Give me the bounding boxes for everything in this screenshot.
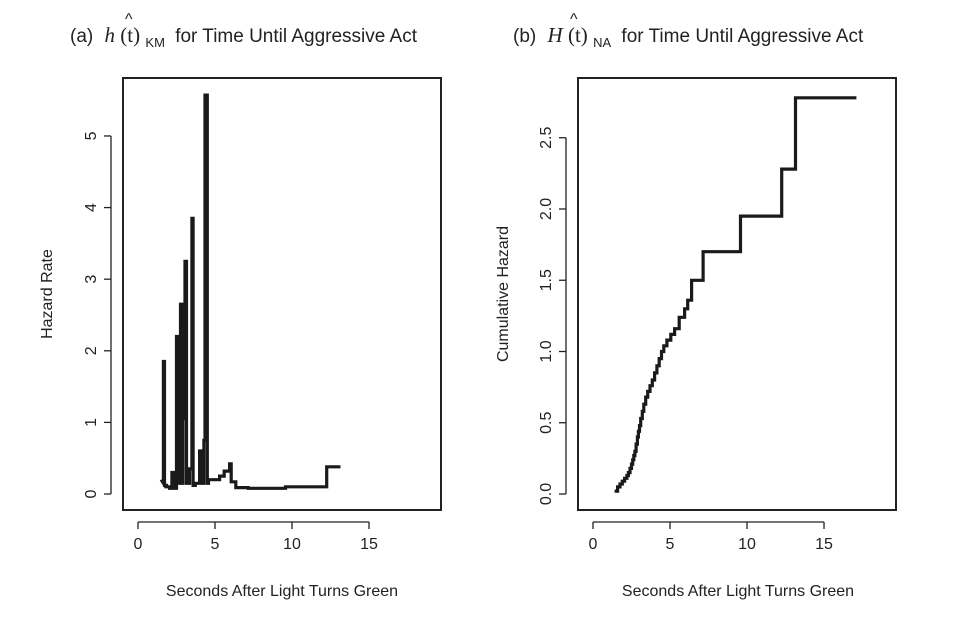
x-tick-label: 0 [134,536,143,553]
panel-b-y-axis-title: Cumulative Hazard [495,226,512,362]
panel-b-title-hat: ^ [570,11,578,28]
x-tick-label: 15 [815,536,833,553]
panel-a: (a) h (t) KM for Time Until Aggressive A… [39,11,442,600]
panel-a-title-argument: (t) [120,23,140,47]
panel-a-x-axis-title: Seconds After Light Turns Green [166,583,398,600]
panel-a-title-text: for Time Until Aggressive Act [175,26,418,47]
panel-b-plot-box [577,77,897,511]
panel-a-series-line-0 [159,93,341,490]
y-tick-label: 2 [83,346,100,355]
x-tick-label: 0 [589,536,598,553]
x-tick-label: 10 [738,536,756,553]
x-tick-label: 5 [666,536,675,553]
panel-a-x-axis: 0 5 10 15 [134,521,378,553]
panel-b-x-axis: 0 5 10 15 [589,521,833,553]
y-tick-label: 0.0 [538,483,555,505]
y-tick-label: 4 [83,203,100,212]
panel-b-title-label: (b) [513,26,536,47]
panel-b-title: (b) H (t) NA for Time Until Aggressive A… [513,23,864,52]
panel-b-series-line-0 [614,96,857,493]
y-tick-label: 2.5 [538,127,555,149]
y-tick-label: 1.0 [538,340,555,362]
panel-a-y-axis-title: Hazard Rate [39,249,56,339]
panel-b-series [614,96,857,493]
x-tick-label: 5 [211,536,220,553]
y-tick-label: 0 [83,489,100,498]
y-tick-label: 5 [83,131,100,140]
y-tick-label: 2.0 [538,198,555,220]
panel-b-title-subscript: NA [593,35,611,50]
panel-a-title: (a) h (t) KM for Time Until Aggressive A… [70,23,418,52]
panel-b-title-text: for Time Until Aggressive Act [621,26,864,47]
panel-b-y-axis: 0.0 0.5 1.0 1.5 2.0 2.5 [538,127,567,505]
y-tick-label: 0.5 [538,412,555,434]
y-tick-label: 3 [83,275,100,284]
panel-a-y-axis: 0 1 2 3 4 5 [83,131,112,498]
panel-b-x-axis-title: Seconds After Light Turns Green [622,583,854,600]
y-tick-label: 1.5 [538,269,555,291]
panel-a-plot-box [122,77,442,511]
panel-b-title-function: H [547,23,565,47]
panel-a-title-subscript: KM [145,35,165,50]
panel-b: (b) H (t) NA for Time Until Aggressive A… [495,11,897,600]
panel-a-title-label: (a) [70,26,93,47]
x-tick-label: 10 [283,536,301,553]
panel-a-title-function: h [105,23,116,47]
y-tick-label: 1 [83,418,100,427]
panel-a-series [159,93,341,490]
x-tick-label: 15 [360,536,378,553]
panel-a-title-hat: ^ [125,11,133,28]
panel-b-title-argument: (t) [568,23,588,47]
